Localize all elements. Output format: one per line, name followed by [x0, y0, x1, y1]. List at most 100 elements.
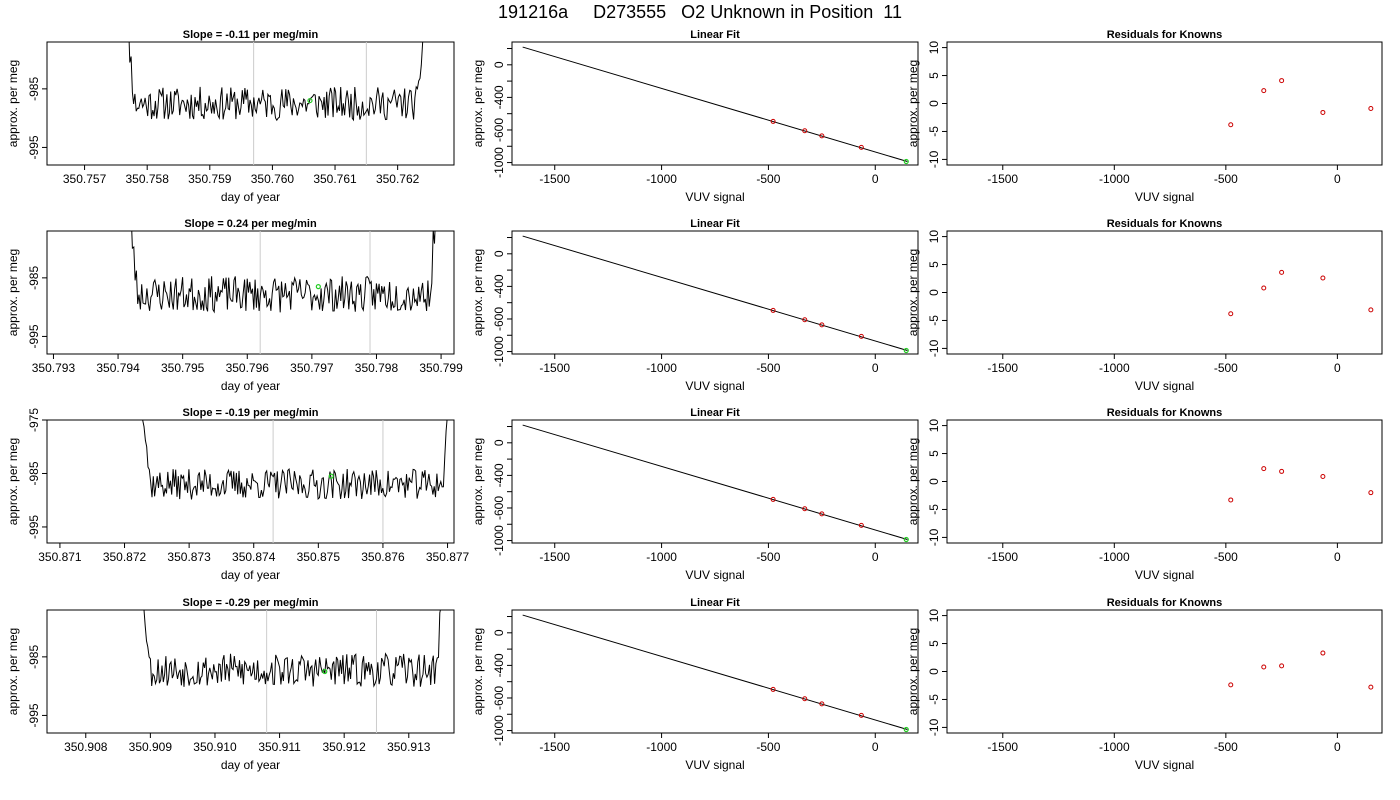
- x-tick-label: -1000: [1099, 740, 1130, 754]
- plot-frame: [46, 230, 455, 355]
- x-axis-label: VUV signal: [1135, 568, 1194, 582]
- y-tick-label: -600: [492, 118, 506, 142]
- y-axis-label: approx. per meg: [906, 249, 920, 336]
- x-tick-label: 0: [1334, 172, 1341, 186]
- y-axis-label: approx. per meg: [906, 438, 920, 525]
- known-point: [819, 133, 825, 139]
- x-axis-label: day of year: [221, 190, 280, 204]
- y-tick-label: 10: [927, 419, 941, 433]
- y-axis-label: approx. per meg: [471, 249, 485, 336]
- y-tick-label: -600: [492, 307, 506, 331]
- plot-frame: [511, 419, 919, 544]
- residual-point: [1368, 684, 1374, 690]
- y-tick-label: 0: [927, 668, 941, 675]
- unknown-point: [903, 347, 909, 354]
- x-tick-label: -1500: [987, 361, 1018, 375]
- panel-residuals-3: Residuals for Knowns VUV signal approx. pe…: [906, 407, 1383, 582]
- x-tick-label: 350.872: [103, 550, 147, 564]
- y-tick-label: -10: [927, 339, 941, 357]
- x-tick-label: 350.871: [38, 550, 82, 564]
- x-axis-label: VUV signal: [685, 568, 744, 582]
- y-axis-label: approx. per meg: [471, 60, 485, 147]
- y-tick-label: 10: [927, 230, 941, 244]
- y-tick-label: 0: [927, 478, 941, 485]
- x-tick-label: 350.760: [251, 172, 295, 186]
- x-tick-label: 350.910: [193, 740, 237, 754]
- y-tick-label: -5: [927, 504, 941, 515]
- x-tick-label: 0: [1334, 550, 1341, 564]
- y-tick-label: -400: [492, 463, 506, 487]
- residual-point: [1368, 490, 1374, 496]
- x-tick-label: 350.797: [290, 361, 334, 375]
- x-tick-label: 0: [872, 361, 879, 375]
- x-tick-label: -1500: [987, 172, 1018, 186]
- y-tick-label: -1000: [492, 147, 506, 178]
- x-tick-label: 0: [872, 740, 879, 754]
- y-axis-label: approx. per meg: [6, 438, 20, 525]
- x-tick-label: -1000: [646, 550, 677, 564]
- residual-point: [1228, 682, 1234, 688]
- x-tick-label: -500: [1214, 740, 1238, 754]
- plot-frame: [511, 230, 919, 355]
- known-point: [802, 696, 808, 702]
- x-tick-label: -500: [756, 550, 780, 564]
- residual-point: [1261, 664, 1267, 670]
- y-tick-label: -995: [27, 135, 41, 159]
- x-tick-label: 350.762: [376, 172, 420, 186]
- x-tick-label: -1000: [646, 361, 677, 375]
- x-tick-label: 0: [872, 550, 879, 564]
- plot-frame: [946, 230, 1383, 355]
- panel-residuals-4: Residuals for Knowns VUV signal approx. pe…: [906, 597, 1383, 772]
- panel-title: Residuals for Knowns: [1107, 29, 1223, 41]
- panel-fit-4: Linear Fit VUV signal approx. per meg -1500…: [471, 597, 919, 772]
- known-point: [819, 511, 825, 517]
- plot-frame: [46, 419, 455, 544]
- residual-point: [1320, 275, 1326, 281]
- x-tick-label: 0: [1334, 740, 1341, 754]
- known-point: [802, 506, 808, 512]
- panel-title: Linear Fit: [690, 29, 740, 41]
- x-tick-label: -500: [756, 740, 780, 754]
- y-tick-label: -10: [927, 718, 941, 736]
- panel-title: Slope = -0.29 per meg/min: [182, 597, 318, 609]
- y-axis-label: approx. per meg: [471, 628, 485, 715]
- y-tick-label: -600: [492, 496, 506, 520]
- residual-point: [1228, 122, 1234, 128]
- known-point: [819, 701, 825, 707]
- plot-frame: [946, 41, 1383, 166]
- x-tick-label: 350.876: [361, 550, 405, 564]
- plot-frame: [46, 41, 455, 166]
- residual-point: [1228, 311, 1234, 317]
- panel-timeseries-2: Slope = 0.24 per meg/min day of year appro…: [6, 218, 463, 393]
- x-tick-label: -1500: [539, 361, 570, 375]
- x-tick-label: -500: [1214, 361, 1238, 375]
- unknown-point: [903, 536, 909, 543]
- panel-timeseries-3: Slope = -0.19 per meg/min day of year appr…: [6, 407, 470, 582]
- residual-point: [1368, 106, 1374, 112]
- unknown-mean-point: [328, 473, 334, 479]
- panel-title: Residuals for Knowns: [1107, 597, 1223, 609]
- plot-frame: [511, 609, 919, 734]
- unknown-mean-point: [307, 97, 313, 104]
- y-tick-label: -995: [27, 515, 41, 539]
- residual-point: [1279, 78, 1285, 84]
- residual-point: [1279, 269, 1285, 275]
- y-tick-label: -995: [27, 324, 41, 348]
- x-tick-label: 350.758: [125, 172, 169, 186]
- x-tick-label: -1500: [539, 740, 570, 754]
- residual-point: [1320, 473, 1326, 479]
- y-tick-label: -400: [492, 85, 506, 109]
- x-tick-label: -1000: [1099, 550, 1130, 564]
- x-tick-label: 350.796: [226, 361, 270, 375]
- panel-residuals-1: Residuals for Knowns VUV signal approx. pe…: [906, 29, 1383, 204]
- y-tick-label: 5: [927, 640, 941, 647]
- y-tick-label: 0: [492, 61, 506, 68]
- residual-point: [1261, 466, 1267, 472]
- y-tick-label: -10: [927, 150, 941, 168]
- y-tick-label: 5: [927, 72, 941, 79]
- signal-line: [142, 420, 448, 500]
- y-tick-label: -985: [27, 461, 41, 485]
- x-tick-label: 350.761: [313, 172, 357, 186]
- x-tick-label: -500: [1214, 172, 1238, 186]
- known-point: [858, 144, 864, 150]
